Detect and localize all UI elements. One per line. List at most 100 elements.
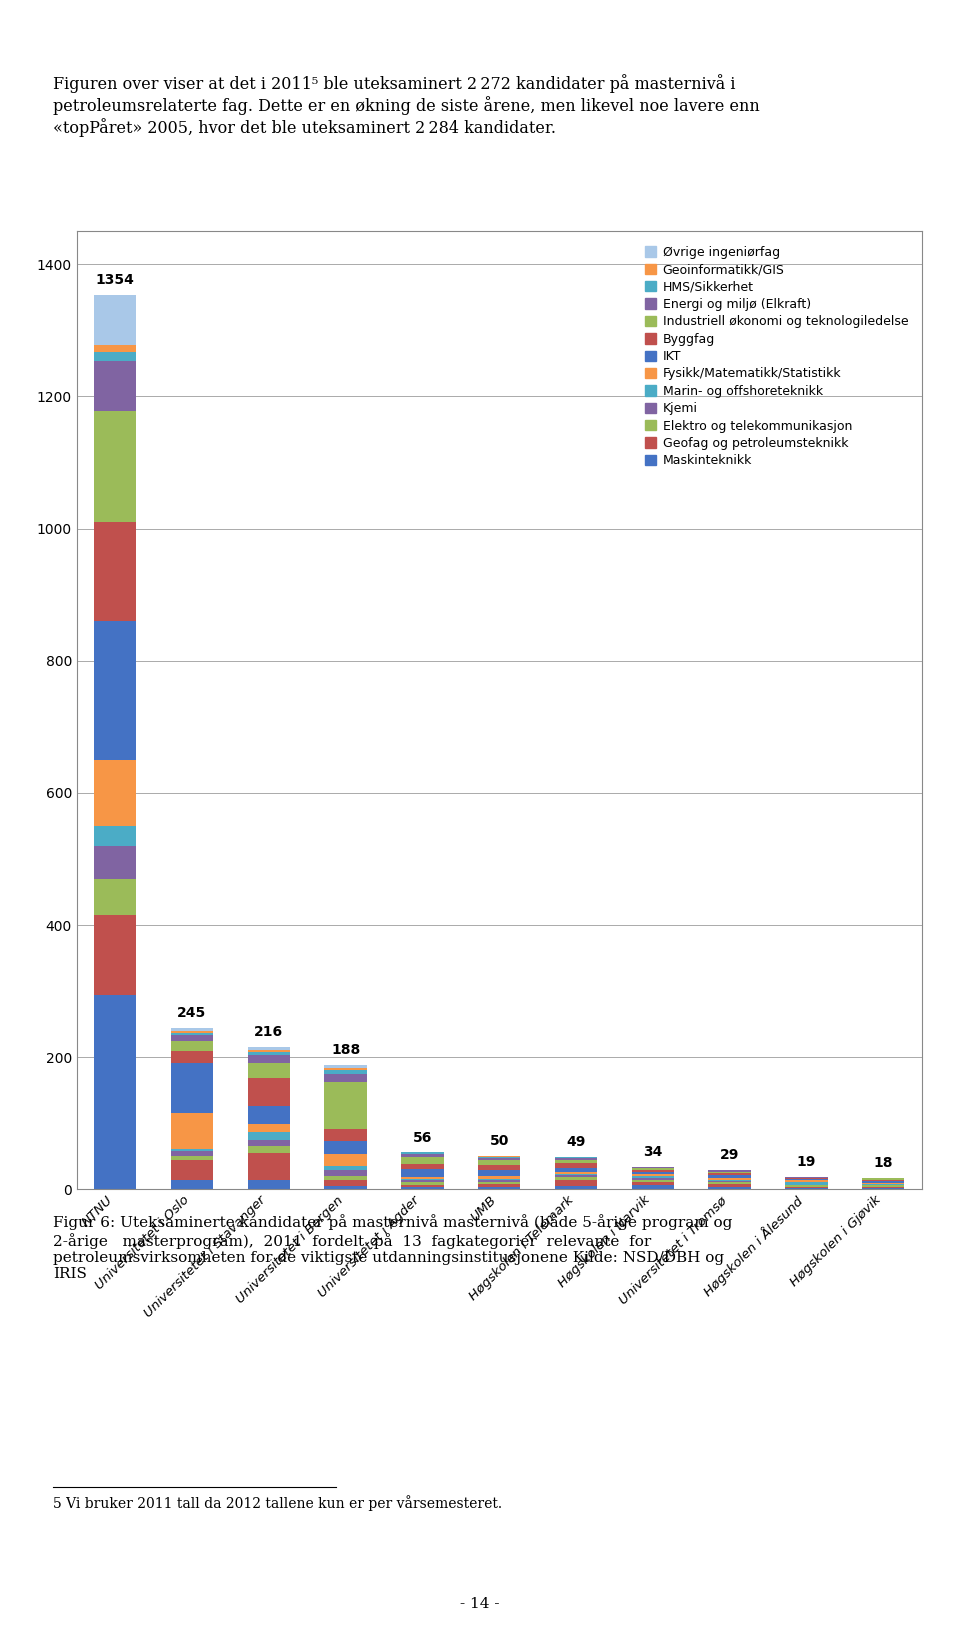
Bar bbox=[632, 1183, 674, 1186]
Bar bbox=[94, 760, 136, 826]
Bar bbox=[478, 1158, 520, 1160]
Bar bbox=[248, 1146, 290, 1153]
Bar bbox=[171, 1031, 213, 1034]
Bar bbox=[248, 1105, 290, 1123]
Bar bbox=[632, 1170, 674, 1171]
Text: 18: 18 bbox=[874, 1156, 893, 1170]
Bar bbox=[94, 294, 136, 345]
Bar bbox=[324, 1170, 367, 1176]
Bar bbox=[248, 1132, 290, 1140]
Bar bbox=[324, 1082, 367, 1130]
Bar bbox=[171, 1113, 213, 1150]
Bar bbox=[324, 1130, 367, 1142]
Bar bbox=[324, 1166, 367, 1170]
Bar bbox=[401, 1156, 444, 1163]
Text: 216: 216 bbox=[254, 1024, 283, 1039]
Text: 49: 49 bbox=[566, 1135, 586, 1150]
Bar bbox=[171, 1150, 213, 1151]
Bar bbox=[401, 1181, 444, 1184]
Bar bbox=[708, 1183, 751, 1184]
Bar bbox=[708, 1178, 751, 1180]
Bar bbox=[248, 1077, 290, 1105]
Bar bbox=[248, 1052, 290, 1056]
Bar bbox=[248, 1051, 290, 1052]
Bar bbox=[708, 1173, 751, 1175]
Bar bbox=[324, 1074, 367, 1082]
Bar bbox=[478, 1180, 520, 1183]
Text: 1354: 1354 bbox=[96, 273, 134, 287]
Bar bbox=[478, 1183, 520, 1184]
Bar bbox=[478, 1160, 520, 1165]
Text: 188: 188 bbox=[331, 1044, 360, 1057]
Bar bbox=[94, 522, 136, 621]
Bar bbox=[324, 1180, 367, 1186]
Bar bbox=[248, 1064, 290, 1077]
Text: 50: 50 bbox=[490, 1135, 509, 1148]
Bar bbox=[171, 1028, 213, 1031]
Bar bbox=[94, 826, 136, 846]
Bar bbox=[478, 1176, 520, 1180]
Bar bbox=[94, 846, 136, 879]
Text: 19: 19 bbox=[797, 1155, 816, 1170]
Bar bbox=[555, 1168, 597, 1171]
Bar bbox=[94, 411, 136, 522]
Text: Figur 6: Uteksaminerte kandidater på masternivå masternivå (både 5-årige program: Figur 6: Uteksaminerte kandidater på mas… bbox=[53, 1214, 732, 1280]
Bar bbox=[632, 1176, 674, 1178]
Bar bbox=[555, 1180, 597, 1186]
Bar bbox=[171, 1151, 213, 1156]
Bar bbox=[94, 345, 136, 352]
Bar bbox=[555, 1171, 597, 1173]
Bar bbox=[171, 1036, 213, 1041]
Bar bbox=[862, 1181, 904, 1183]
Bar bbox=[632, 1186, 674, 1189]
Bar bbox=[555, 1176, 597, 1180]
Bar bbox=[171, 1180, 213, 1189]
Bar bbox=[324, 1176, 367, 1180]
Bar bbox=[708, 1175, 751, 1178]
Legend: Øvrige ingeniørfag, Geoinformatikk/GIS, HMS/Sikkerhet, Energi og miljø (Elkraft): Øvrige ingeniørfag, Geoinformatikk/GIS, … bbox=[640, 241, 913, 472]
Text: 5 Vi bruker 2011 tall da 2012 tallene kun er per vårsemesteret.: 5 Vi bruker 2011 tall da 2012 tallene ku… bbox=[53, 1495, 502, 1512]
Bar bbox=[248, 1056, 290, 1064]
Bar bbox=[171, 1041, 213, 1051]
Bar bbox=[555, 1175, 597, 1176]
Bar bbox=[632, 1180, 674, 1183]
Bar bbox=[248, 1047, 290, 1051]
Bar bbox=[632, 1171, 674, 1175]
Bar bbox=[401, 1163, 444, 1170]
Bar bbox=[94, 995, 136, 1189]
Bar bbox=[324, 1186, 367, 1189]
Bar bbox=[248, 1123, 290, 1132]
Bar bbox=[171, 1160, 213, 1180]
Bar bbox=[171, 1034, 213, 1036]
Bar bbox=[324, 1066, 367, 1067]
Bar bbox=[248, 1180, 290, 1189]
Bar bbox=[555, 1186, 597, 1189]
Bar bbox=[555, 1158, 597, 1160]
Bar bbox=[478, 1184, 520, 1188]
Bar bbox=[324, 1067, 367, 1070]
Bar bbox=[324, 1070, 367, 1074]
Bar bbox=[401, 1170, 444, 1176]
Text: 245: 245 bbox=[178, 1006, 206, 1019]
Bar bbox=[171, 1156, 213, 1160]
Bar bbox=[478, 1170, 520, 1176]
Bar bbox=[94, 621, 136, 760]
Bar bbox=[708, 1184, 751, 1188]
Text: 29: 29 bbox=[720, 1148, 739, 1163]
Bar bbox=[94, 879, 136, 915]
Text: Figuren over viser at det i 2011⁵ ble uteksaminert 2 272 kandidater på masterniv: Figuren over viser at det i 2011⁵ ble ut… bbox=[53, 74, 759, 137]
Bar bbox=[248, 1140, 290, 1146]
Bar bbox=[94, 362, 136, 411]
Bar bbox=[248, 1153, 290, 1180]
Bar bbox=[478, 1165, 520, 1170]
Bar bbox=[555, 1163, 597, 1168]
Bar bbox=[171, 1064, 213, 1113]
Bar bbox=[401, 1184, 444, 1186]
Bar bbox=[94, 352, 136, 362]
Bar bbox=[401, 1153, 444, 1156]
Text: - 14 -: - 14 - bbox=[460, 1597, 500, 1611]
Bar bbox=[324, 1142, 367, 1155]
Bar bbox=[785, 1181, 828, 1184]
Bar bbox=[324, 1155, 367, 1166]
Bar bbox=[708, 1188, 751, 1189]
